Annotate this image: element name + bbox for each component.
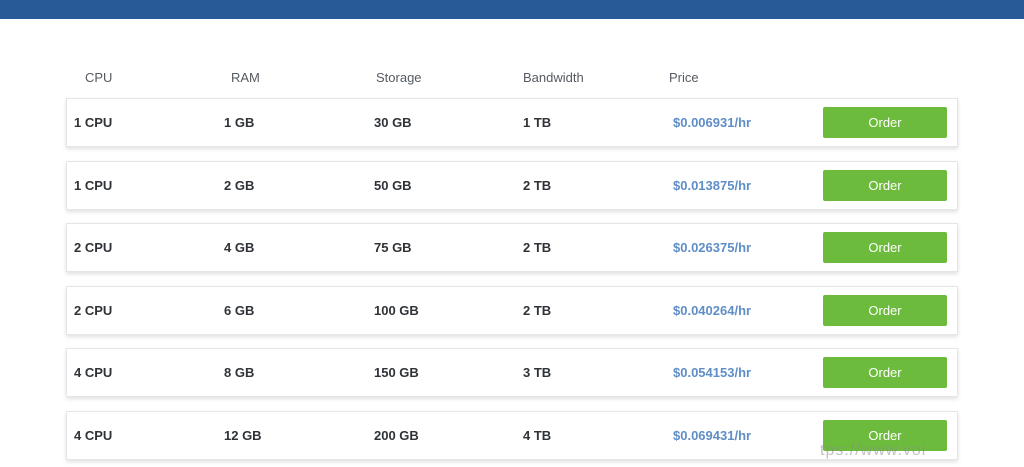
plan-bandwidth: 2 TB [523,178,552,193]
plan-storage: 100 GB [374,303,419,318]
column-header-bandwidth: Bandwidth [523,70,584,85]
plan-row: 2 CPU 4 GB 75 GB 2 TB $0.026375/hr Order [66,223,958,272]
order-button[interactable]: Order [823,232,947,263]
plan-row: 4 CPU 12 GB 200 GB 4 TB $0.069431/hr Ord… [66,411,958,460]
plan-row: 2 CPU 6 GB 100 GB 2 TB $0.040264/hr Orde… [66,286,958,335]
plan-price: $0.026375/hr [673,240,752,255]
plan-bandwidth: 1 TB [523,115,552,130]
column-header-price: Price [669,70,699,85]
plan-ram: 12 GB [224,428,262,443]
plan-bandwidth: 2 TB [523,303,552,318]
plan-price: $0.013875/hr [673,178,752,193]
plan-bandwidth: 4 TB [523,428,552,443]
order-button[interactable]: Order [823,107,947,138]
plan-bandwidth: 2 TB [523,240,552,255]
plan-cpu: 4 CPU [74,428,113,443]
plan-ram: 6 GB [224,303,255,318]
order-button[interactable]: Order [823,170,947,201]
plan-cpu: 1 CPU [74,115,113,130]
plan-cpu: 2 CPU [74,303,113,318]
plan-price: $0.006931/hr [673,115,752,130]
plan-price: $0.040264/hr [673,303,752,318]
plan-row: 1 CPU 2 GB 50 GB 2 TB $0.013875/hr Order [66,161,958,210]
plan-storage: 75 GB [374,240,412,255]
plan-ram: 1 GB [224,115,255,130]
table-header: CPU RAM Storage Bandwidth Price [0,70,1024,88]
plan-storage: 30 GB [374,115,412,130]
plan-cpu: 4 CPU [74,365,113,380]
plan-storage: 150 GB [374,365,419,380]
plan-cpu: 1 CPU [74,178,113,193]
column-header-cpu: CPU [85,70,113,85]
order-button[interactable]: Order [823,357,947,388]
column-header-ram: RAM [231,70,260,85]
plan-ram: 8 GB [224,365,255,380]
plan-storage: 200 GB [374,428,419,443]
plan-row: 1 CPU 1 GB 30 GB 1 TB $0.006931/hr Order [66,98,958,147]
plan-ram: 2 GB [224,178,255,193]
plan-storage: 50 GB [374,178,412,193]
plan-ram: 4 GB [224,240,255,255]
plan-cpu: 2 CPU [74,240,113,255]
plan-price: $0.054153/hr [673,365,752,380]
plan-row: 4 CPU 8 GB 150 GB 3 TB $0.054153/hr Orde… [66,348,958,397]
watermark: tps://www.voi [820,442,927,459]
column-header-storage: Storage [376,70,422,85]
order-button[interactable]: Order [823,420,947,451]
top-bar [0,0,1024,19]
plan-price: $0.069431/hr [673,428,752,443]
plan-bandwidth: 3 TB [523,365,552,380]
order-button[interactable]: Order [823,295,947,326]
